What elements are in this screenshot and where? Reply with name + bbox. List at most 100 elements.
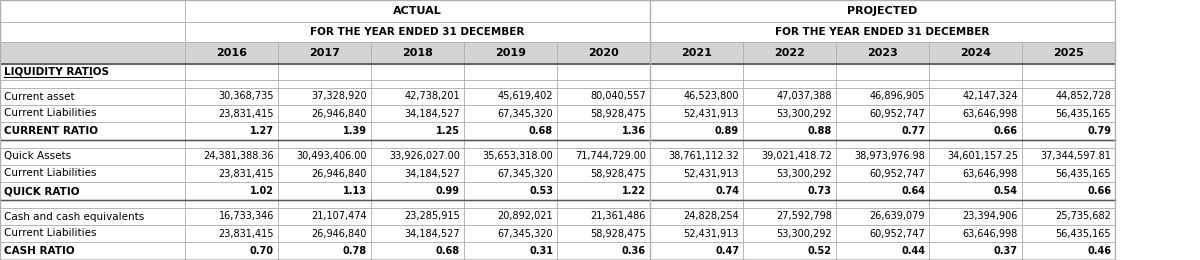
Text: 56,435,165: 56,435,165 xyxy=(1055,108,1111,119)
Text: Cash and cash equivalents: Cash and cash equivalents xyxy=(4,211,144,222)
Bar xyxy=(557,242,650,260)
Bar xyxy=(557,182,650,200)
Bar xyxy=(836,88,929,105)
Bar xyxy=(929,165,1022,182)
Text: 38,761,112.32: 38,761,112.32 xyxy=(668,152,739,161)
Text: 23,831,415: 23,831,415 xyxy=(218,229,274,238)
Bar xyxy=(929,182,1022,200)
Bar xyxy=(1022,105,1115,122)
Text: 2016: 2016 xyxy=(216,48,247,58)
Bar xyxy=(278,42,371,64)
Bar xyxy=(278,80,371,88)
Bar xyxy=(743,225,836,242)
Bar xyxy=(371,148,464,165)
Bar xyxy=(185,88,278,105)
Bar xyxy=(464,80,557,88)
Text: 0.46: 0.46 xyxy=(1087,246,1111,256)
Bar xyxy=(278,242,371,260)
Bar xyxy=(836,208,929,225)
Bar xyxy=(185,122,278,140)
Bar xyxy=(0,42,185,64)
Text: 0.70: 0.70 xyxy=(250,246,274,256)
Text: 34,184,527: 34,184,527 xyxy=(404,229,460,238)
Text: 34,601,157.25: 34,601,157.25 xyxy=(947,152,1018,161)
Text: 2017: 2017 xyxy=(310,48,340,58)
Bar xyxy=(836,182,929,200)
Bar xyxy=(836,42,929,64)
Text: 44,852,728: 44,852,728 xyxy=(1055,92,1111,101)
Text: 67,345,320: 67,345,320 xyxy=(497,168,553,179)
Bar xyxy=(1022,88,1115,105)
Bar xyxy=(464,242,557,260)
Bar xyxy=(185,208,278,225)
Text: 0.77: 0.77 xyxy=(901,126,925,136)
Bar xyxy=(743,105,836,122)
Bar xyxy=(278,225,371,242)
Text: 0.68: 0.68 xyxy=(436,246,460,256)
Bar xyxy=(929,122,1022,140)
Bar xyxy=(1022,42,1115,64)
Text: 42,738,201: 42,738,201 xyxy=(404,92,460,101)
Text: 0.88: 0.88 xyxy=(808,126,832,136)
Bar xyxy=(0,148,185,165)
Bar xyxy=(557,148,650,165)
Bar xyxy=(464,64,557,80)
Bar xyxy=(929,208,1022,225)
Bar xyxy=(1022,80,1115,88)
Text: 0.47: 0.47 xyxy=(715,246,739,256)
Text: 63,646,998: 63,646,998 xyxy=(962,168,1018,179)
Text: 42,147,324: 42,147,324 xyxy=(962,92,1018,101)
Bar xyxy=(0,122,185,140)
Bar xyxy=(557,42,650,64)
Bar xyxy=(464,148,557,165)
Text: 30,493,406.00: 30,493,406.00 xyxy=(296,152,367,161)
Bar xyxy=(557,122,650,140)
Text: 2025: 2025 xyxy=(1054,48,1084,58)
Text: 0.64: 0.64 xyxy=(901,186,925,196)
Text: 38,973,976.98: 38,973,976.98 xyxy=(854,152,925,161)
Text: 53,300,292: 53,300,292 xyxy=(776,229,832,238)
Bar xyxy=(650,105,743,122)
Bar xyxy=(743,208,836,225)
Bar xyxy=(185,22,650,42)
Text: QUICK RATIO: QUICK RATIO xyxy=(4,186,79,196)
Text: 67,345,320: 67,345,320 xyxy=(497,229,553,238)
Bar xyxy=(650,208,743,225)
Bar xyxy=(557,105,650,122)
Bar xyxy=(278,88,371,105)
Text: 0.36: 0.36 xyxy=(622,246,646,256)
Bar xyxy=(743,165,836,182)
Text: 60,952,747: 60,952,747 xyxy=(869,108,925,119)
Bar xyxy=(278,122,371,140)
Bar xyxy=(278,182,371,200)
Bar xyxy=(464,225,557,242)
Bar xyxy=(278,105,371,122)
Text: Current Liabilities: Current Liabilities xyxy=(4,108,96,119)
Text: 71,744,729.00: 71,744,729.00 xyxy=(575,152,646,161)
Text: 0.78: 0.78 xyxy=(343,246,367,256)
Text: 24,828,254: 24,828,254 xyxy=(683,211,739,222)
Bar xyxy=(743,148,836,165)
Text: Current asset: Current asset xyxy=(4,92,74,101)
Bar xyxy=(743,122,836,140)
Text: 0.68: 0.68 xyxy=(529,126,553,136)
Text: 0.52: 0.52 xyxy=(808,246,832,256)
Text: 0.79: 0.79 xyxy=(1087,126,1111,136)
Bar xyxy=(1022,242,1115,260)
Text: 56,435,165: 56,435,165 xyxy=(1055,168,1111,179)
Bar xyxy=(371,182,464,200)
Bar xyxy=(185,0,650,22)
Bar xyxy=(743,140,836,148)
Bar xyxy=(929,64,1022,80)
Bar xyxy=(557,140,650,148)
Text: ACTUAL: ACTUAL xyxy=(394,6,442,16)
Bar xyxy=(278,165,371,182)
Text: 33,926,027.00: 33,926,027.00 xyxy=(389,152,460,161)
Text: 53,300,292: 53,300,292 xyxy=(776,168,832,179)
Bar xyxy=(464,182,557,200)
Text: 16,733,346: 16,733,346 xyxy=(218,211,274,222)
Text: 21,361,486: 21,361,486 xyxy=(590,211,646,222)
Bar xyxy=(464,200,557,208)
Bar xyxy=(371,122,464,140)
Text: 34,184,527: 34,184,527 xyxy=(404,108,460,119)
